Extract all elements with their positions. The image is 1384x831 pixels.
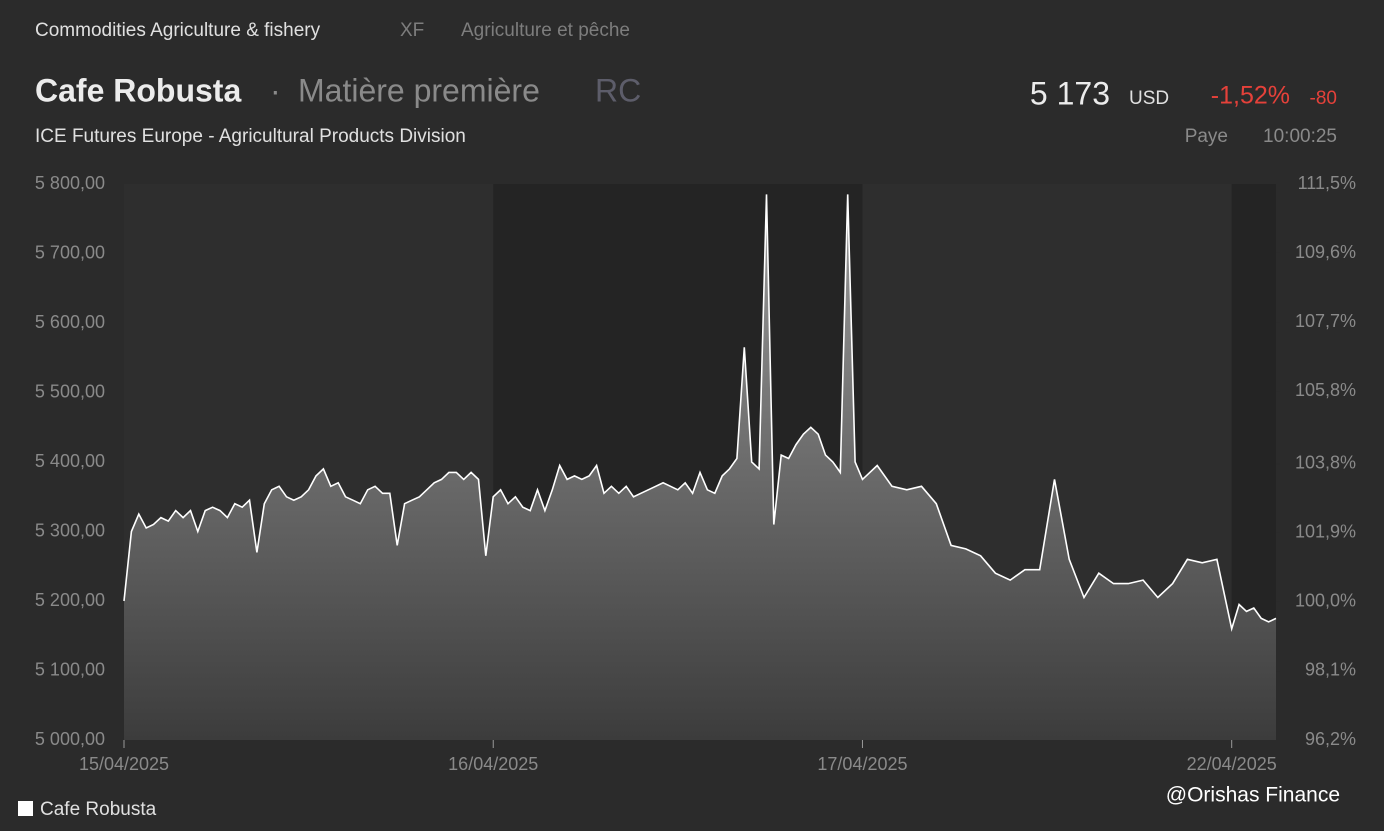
price: 5 173 [1030, 75, 1110, 111]
breadcrumb: XF [400, 20, 424, 41]
currency: USD [1129, 88, 1169, 109]
y-tick-label: 5 600,00 [35, 312, 105, 332]
legend-swatch [18, 801, 33, 816]
y2-tick-label: 100,0% [1295, 591, 1356, 611]
y-tick-label: 5 000,00 [35, 729, 105, 749]
x-tick-label: 22/04/2025 [1187, 754, 1277, 774]
watermark: @Orishas Finance [1166, 784, 1340, 807]
x-tick-label: 16/04/2025 [448, 754, 538, 774]
legend-label: Cafe Robusta [40, 799, 157, 820]
line [123, 194, 1277, 632]
separator: · [270, 72, 281, 108]
y2-tick-label: 111,5% [1298, 173, 1356, 193]
y2-tick-label: 98,1% [1305, 660, 1356, 680]
y2-tick-label: 109,6% [1295, 242, 1356, 262]
y-tick-label: 5 800,00 [35, 173, 105, 193]
instrument-name: Cafe Robusta [35, 72, 241, 108]
y-tick-label: 5 200,00 [35, 590, 105, 610]
y-tick-label: 5 100,00 [35, 659, 105, 679]
x-tick-label: 15/04/2025 [79, 754, 169, 774]
breadcrumb: Agriculture et pêche [461, 20, 630, 41]
instrument-kind: Matière première [298, 72, 540, 108]
y-tick-label: 5 500,00 [35, 381, 105, 401]
time: 10:00:25 [1263, 126, 1337, 147]
y2-tick-label: 101,9% [1295, 522, 1356, 542]
x-tick-label: 17/04/2025 [817, 754, 907, 774]
change: -80 [1310, 88, 1337, 109]
y2-tick-label: 103,8% [1295, 453, 1356, 473]
y2-tick-label: 96,2% [1305, 729, 1356, 749]
y-tick-label: 5 300,00 [35, 520, 105, 540]
change-pct: -1,52% [1211, 82, 1290, 110]
area [124, 194, 1276, 740]
y-tick-label: 5 700,00 [35, 242, 105, 262]
status: Paye [1185, 126, 1228, 147]
exchange: ICE Futures Europe - Agricultural Produc… [35, 126, 466, 147]
plot: 5 000,00 5 100,00 5 200,00 5 300,00 5 400,00… [35, 173, 1356, 774]
breadcrumb: Commodities Agriculture & fishery [35, 20, 321, 41]
y-tick-label: 5 400,00 [35, 451, 105, 471]
y2-tick-label: 107,7% [1295, 311, 1356, 331]
instrument-code: RC [595, 72, 641, 108]
y2-tick-label: 105,8% [1295, 380, 1356, 400]
